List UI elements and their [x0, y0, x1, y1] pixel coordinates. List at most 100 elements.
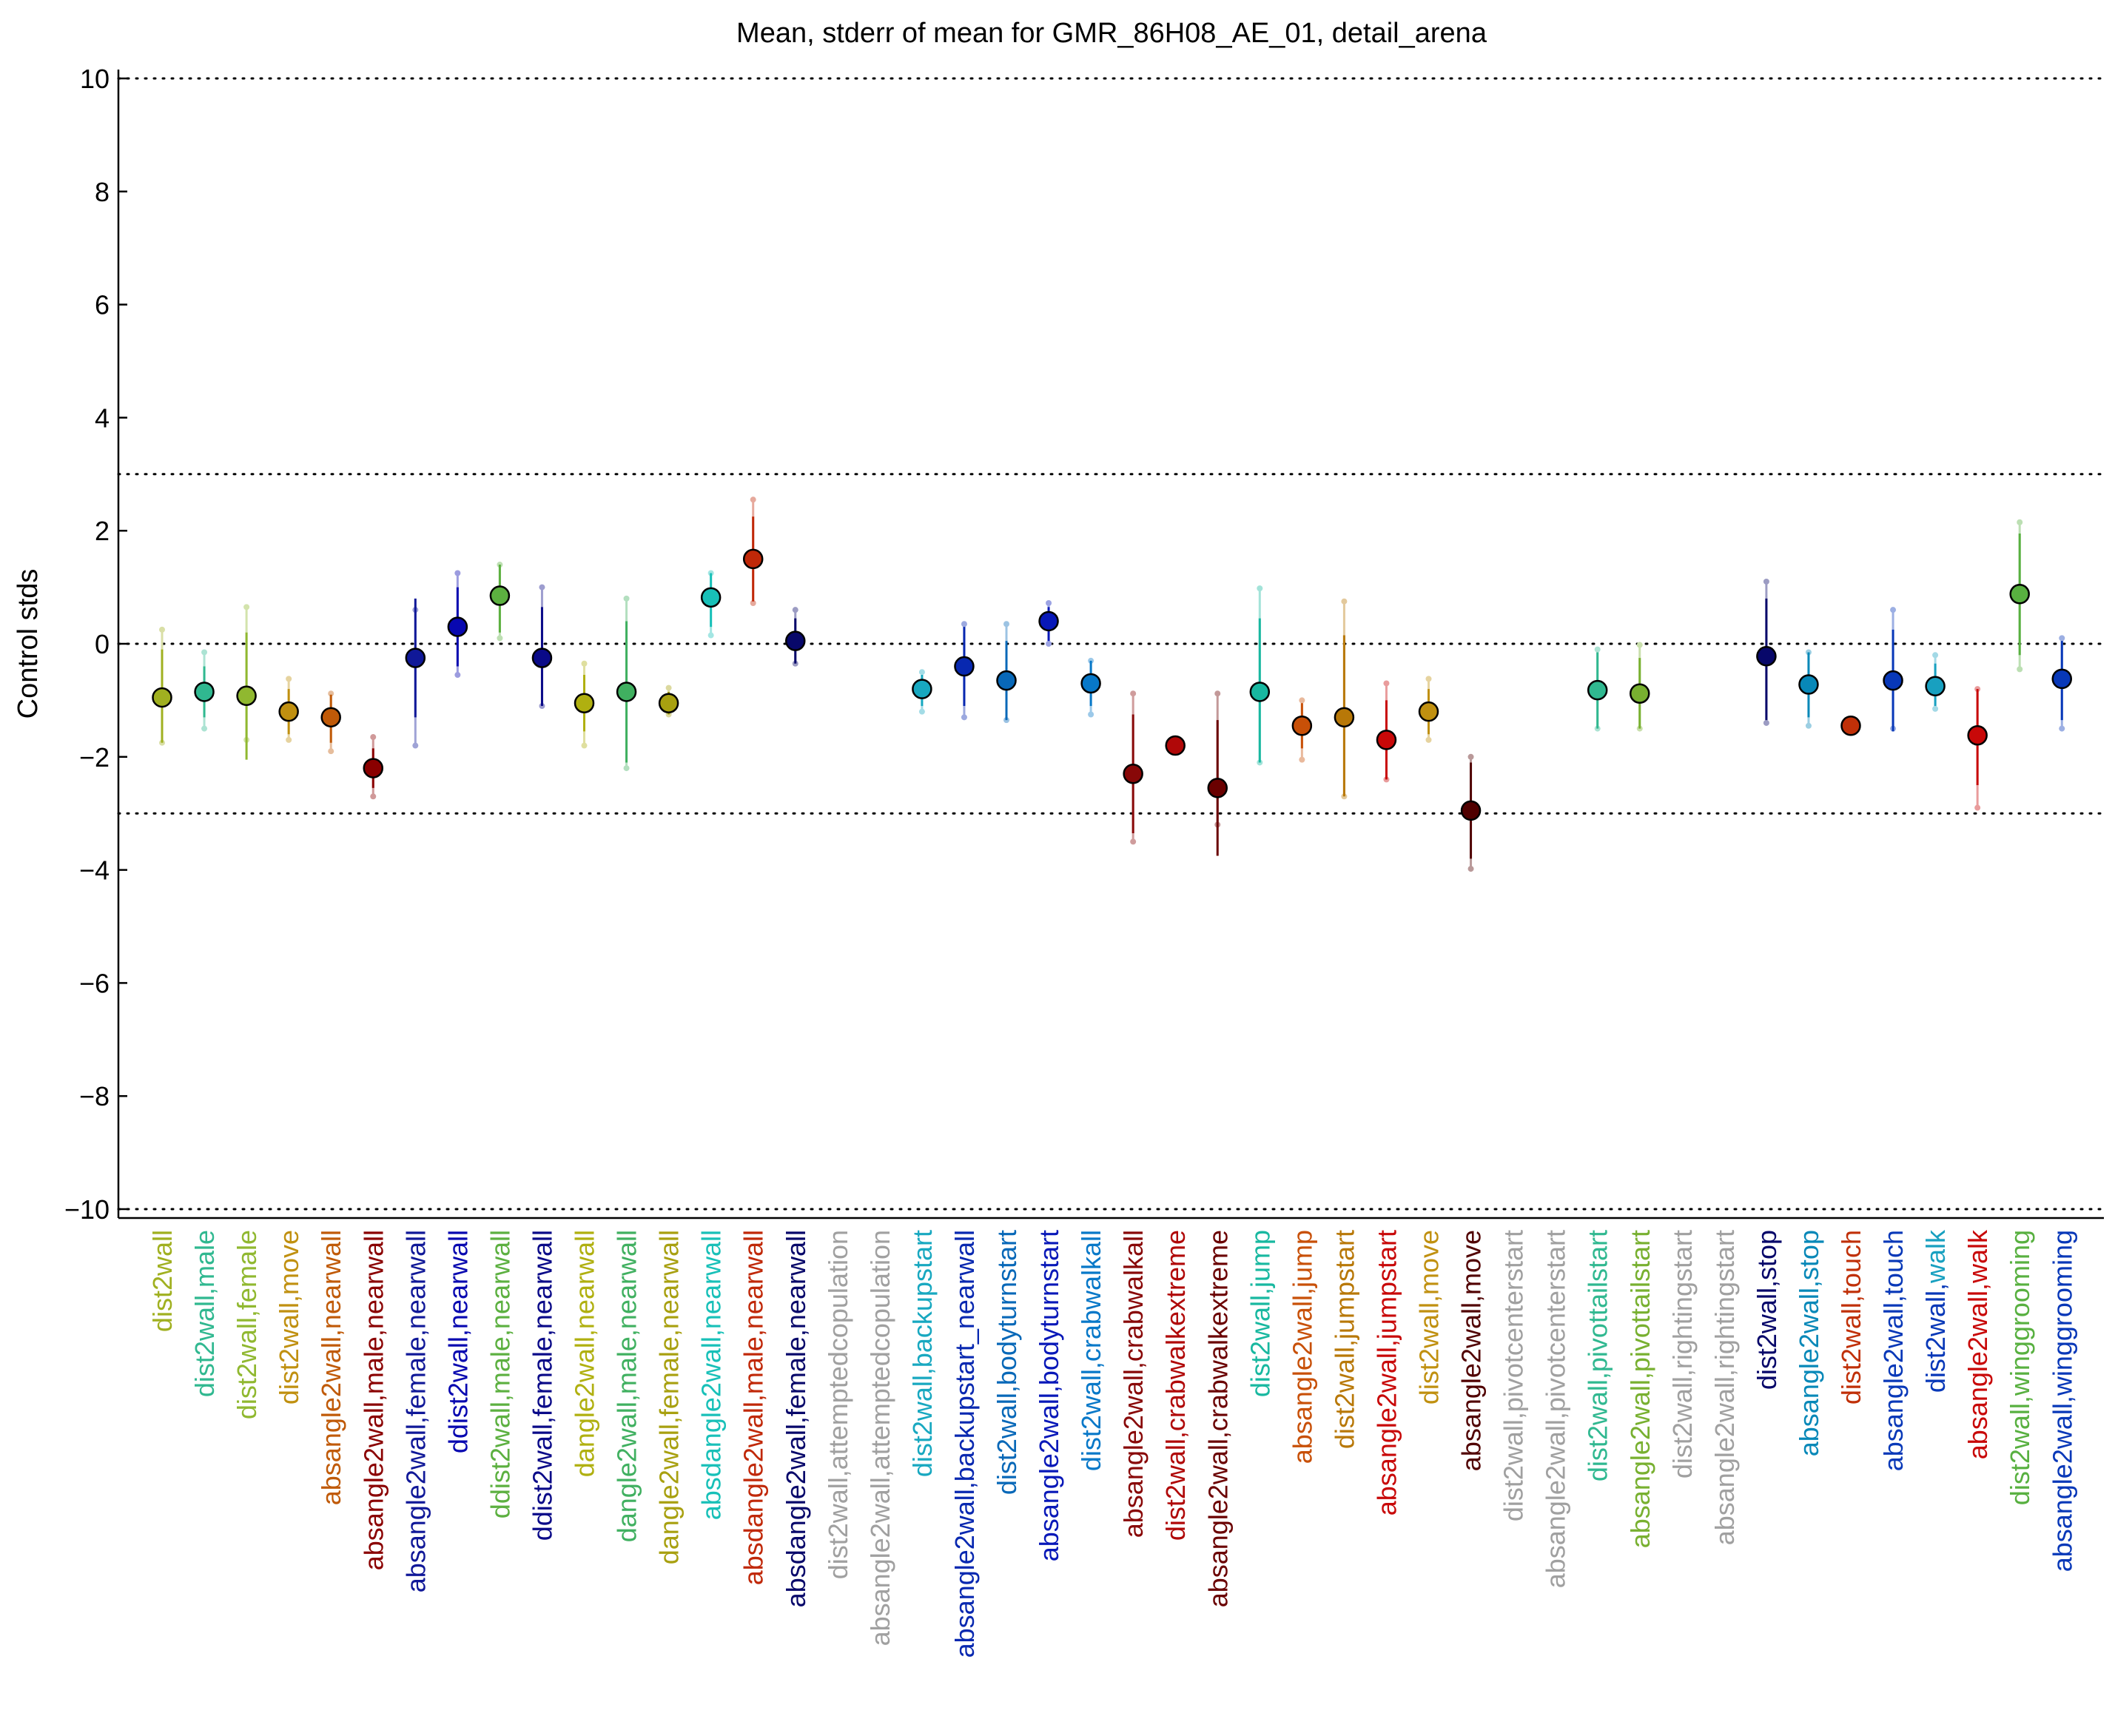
y-tick-label: 0	[95, 629, 110, 659]
x-tick-label-part: dangle2wall,male,nearwall	[612, 1230, 642, 1542]
x-tick-label-part: stop	[1752, 1230, 1782, 1280]
range-end-dot	[961, 621, 967, 628]
mean-point	[1798, 674, 1819, 695]
mean-point	[1967, 725, 1988, 746]
x-tick-label-part: dangle2wall,female,nearwall	[654, 1230, 685, 1564]
mean-point	[1418, 701, 1439, 722]
range-end-dot	[454, 672, 461, 679]
y-tick-label: 10	[80, 64, 110, 94]
x-tick-label: absangle2wall,crabwalkextreme	[1203, 1230, 1233, 1607]
error-bars	[159, 497, 2065, 872]
mean-point	[405, 647, 426, 668]
range-end-dot	[497, 635, 503, 642]
mean-point	[2051, 668, 2072, 690]
x-tick-label: absangle2wall,walk	[1963, 1229, 1993, 1459]
y-ticks: −10 −8 −6 −4 −2 0 2 4 6 8 10	[64, 64, 127, 1225]
x-tick-label-part: absangle2wall,crabwalkextreme	[1203, 1230, 1233, 1607]
x-tick-label-part: absdangle2wall,nearwall	[696, 1230, 727, 1520]
x-tick-label-part: absangle2wall,winggrooming	[2047, 1230, 2077, 1572]
x-tick-label-part: absdangle2wall,female,nearwall	[781, 1230, 811, 1607]
range-end-dot	[623, 765, 630, 772]
x-tick-label-part: absangle2wall,crabwalkall	[1118, 1230, 1149, 1538]
range-end-dot	[2017, 666, 2023, 673]
x-tick-label-part: dist2wall,backupstart	[907, 1230, 938, 1477]
x-tick-label: ddist2wall,male,nearwall	[485, 1230, 515, 1518]
x-tick-label-part: dangle2wall,nearwall	[570, 1230, 600, 1477]
x-tick-label-part: absangle2wall,male,nearwall	[358, 1230, 389, 1570]
x-tick-label: absangle2wall,attemptedcopulation	[865, 1230, 895, 1646]
range-end-dot	[1046, 641, 1052, 647]
mean-point	[658, 693, 679, 713]
range-end-dot	[201, 649, 208, 656]
mean-point	[1925, 676, 1946, 697]
y-tick-label: −6	[79, 968, 110, 998]
x-tick-label: dist2wall,rightingstart	[1667, 1230, 1698, 1478]
y-tick-label: 4	[95, 403, 110, 433]
x-tick-label: absangle2wall,winggrooming	[2047, 1230, 2077, 1572]
x-tick-label: ddist2wall,nearwall	[443, 1230, 473, 1453]
range-end-dot	[454, 570, 461, 576]
mean-point	[489, 585, 511, 606]
mean-point	[1630, 683, 1650, 704]
x-tick-label: dist2wall,move	[274, 1230, 304, 1404]
x-tick-label-part: absangle2wall,female,nearwall	[400, 1230, 431, 1592]
range-end-dot	[918, 708, 925, 715]
range-end-dot	[1425, 736, 1432, 743]
x-tick-label: dist2wall,crabwalkall	[1076, 1230, 1106, 1471]
x-tick-label-part: dist2wall,crabwalkextreme	[1160, 1230, 1191, 1541]
mean-point	[1249, 682, 1271, 702]
x-tick-label-part: absangle2wall,attemptedcopulation	[865, 1230, 895, 1646]
y-tick-label: 2	[95, 516, 110, 546]
mean-point	[278, 701, 299, 722]
x-tick-label-part: touch	[1836, 1230, 1866, 1295]
range-end-dot	[412, 742, 419, 749]
x-tick-label-part: walk	[1920, 1229, 1951, 1284]
x-tick-label: absdangle2wall,male,nearwall	[739, 1230, 769, 1585]
range-end-dot	[1974, 804, 1981, 811]
x-tick-label-part: dist2wall,	[2005, 1396, 2035, 1505]
range-end-dot	[2059, 635, 2065, 642]
mean-point	[152, 687, 172, 708]
x-tick-label-part: absangle2wall,stop	[1794, 1230, 1824, 1456]
x-tick-label: absangle2wall,female,nearwall	[400, 1230, 431, 1592]
x-tick-label: dangle2wall,female,nearwall	[654, 1230, 685, 1564]
range-end-dot	[665, 684, 672, 691]
x-tick-label: dist2wall,move	[1414, 1230, 1445, 1404]
range-end-dot	[1046, 599, 1052, 606]
x-tick-label: dangle2wall,male,nearwall	[612, 1230, 642, 1542]
x-tick-label-part: dist2wall,female	[232, 1230, 262, 1419]
x-tick-label-part: walk	[1963, 1229, 1993, 1284]
range-end-dot	[370, 734, 377, 741]
range-end-dot	[1594, 646, 1601, 653]
x-tick-label-part: dist2wall,move	[1414, 1230, 1445, 1404]
y-tick-label: −2	[79, 742, 110, 773]
x-tick-label-part: absangle2wall,move	[1456, 1230, 1487, 1471]
range-end-dot	[1932, 705, 1939, 712]
x-tick-label-part: winggrooming	[2005, 1230, 2035, 1396]
range-end-dot	[707, 632, 714, 639]
x-tick-label: absangle2wall,stop	[1794, 1230, 1824, 1456]
x-tick-label: absdangle2wall,nearwall	[696, 1230, 727, 1520]
range-end-dot	[370, 793, 377, 800]
x-tick-label: absangle2wall,pivottailstart	[1625, 1230, 1655, 1548]
mean-point	[2009, 584, 2030, 605]
x-tick-label-part: dist2wall,crabwalkall	[1076, 1230, 1106, 1471]
mean-point	[1291, 716, 1313, 736]
x-tick-label-part: absangle2wall,backupstart_nearwall	[949, 1230, 980, 1658]
range-end-dot	[1299, 756, 1305, 763]
x-tick-label-part: dist2wall,male	[189, 1230, 220, 1397]
range-end-dot	[1932, 652, 1939, 659]
range-end-dot	[1003, 621, 1009, 628]
range-end-dot	[623, 595, 630, 602]
range-end-dot	[1214, 690, 1221, 697]
range-end-dot	[750, 497, 756, 503]
x-tick-label: absangle2wall,touch	[1878, 1230, 1909, 1471]
mean-point	[996, 670, 1017, 691]
range-end-dot	[1636, 642, 1643, 648]
range-end-dot	[1341, 598, 1348, 605]
x-tick-label: dist2wall,walk	[1920, 1229, 1951, 1393]
range-end-dot	[1383, 680, 1390, 687]
x-tick-label-part: dist2wall,	[1752, 1280, 1782, 1390]
range-end-dot	[286, 736, 292, 743]
